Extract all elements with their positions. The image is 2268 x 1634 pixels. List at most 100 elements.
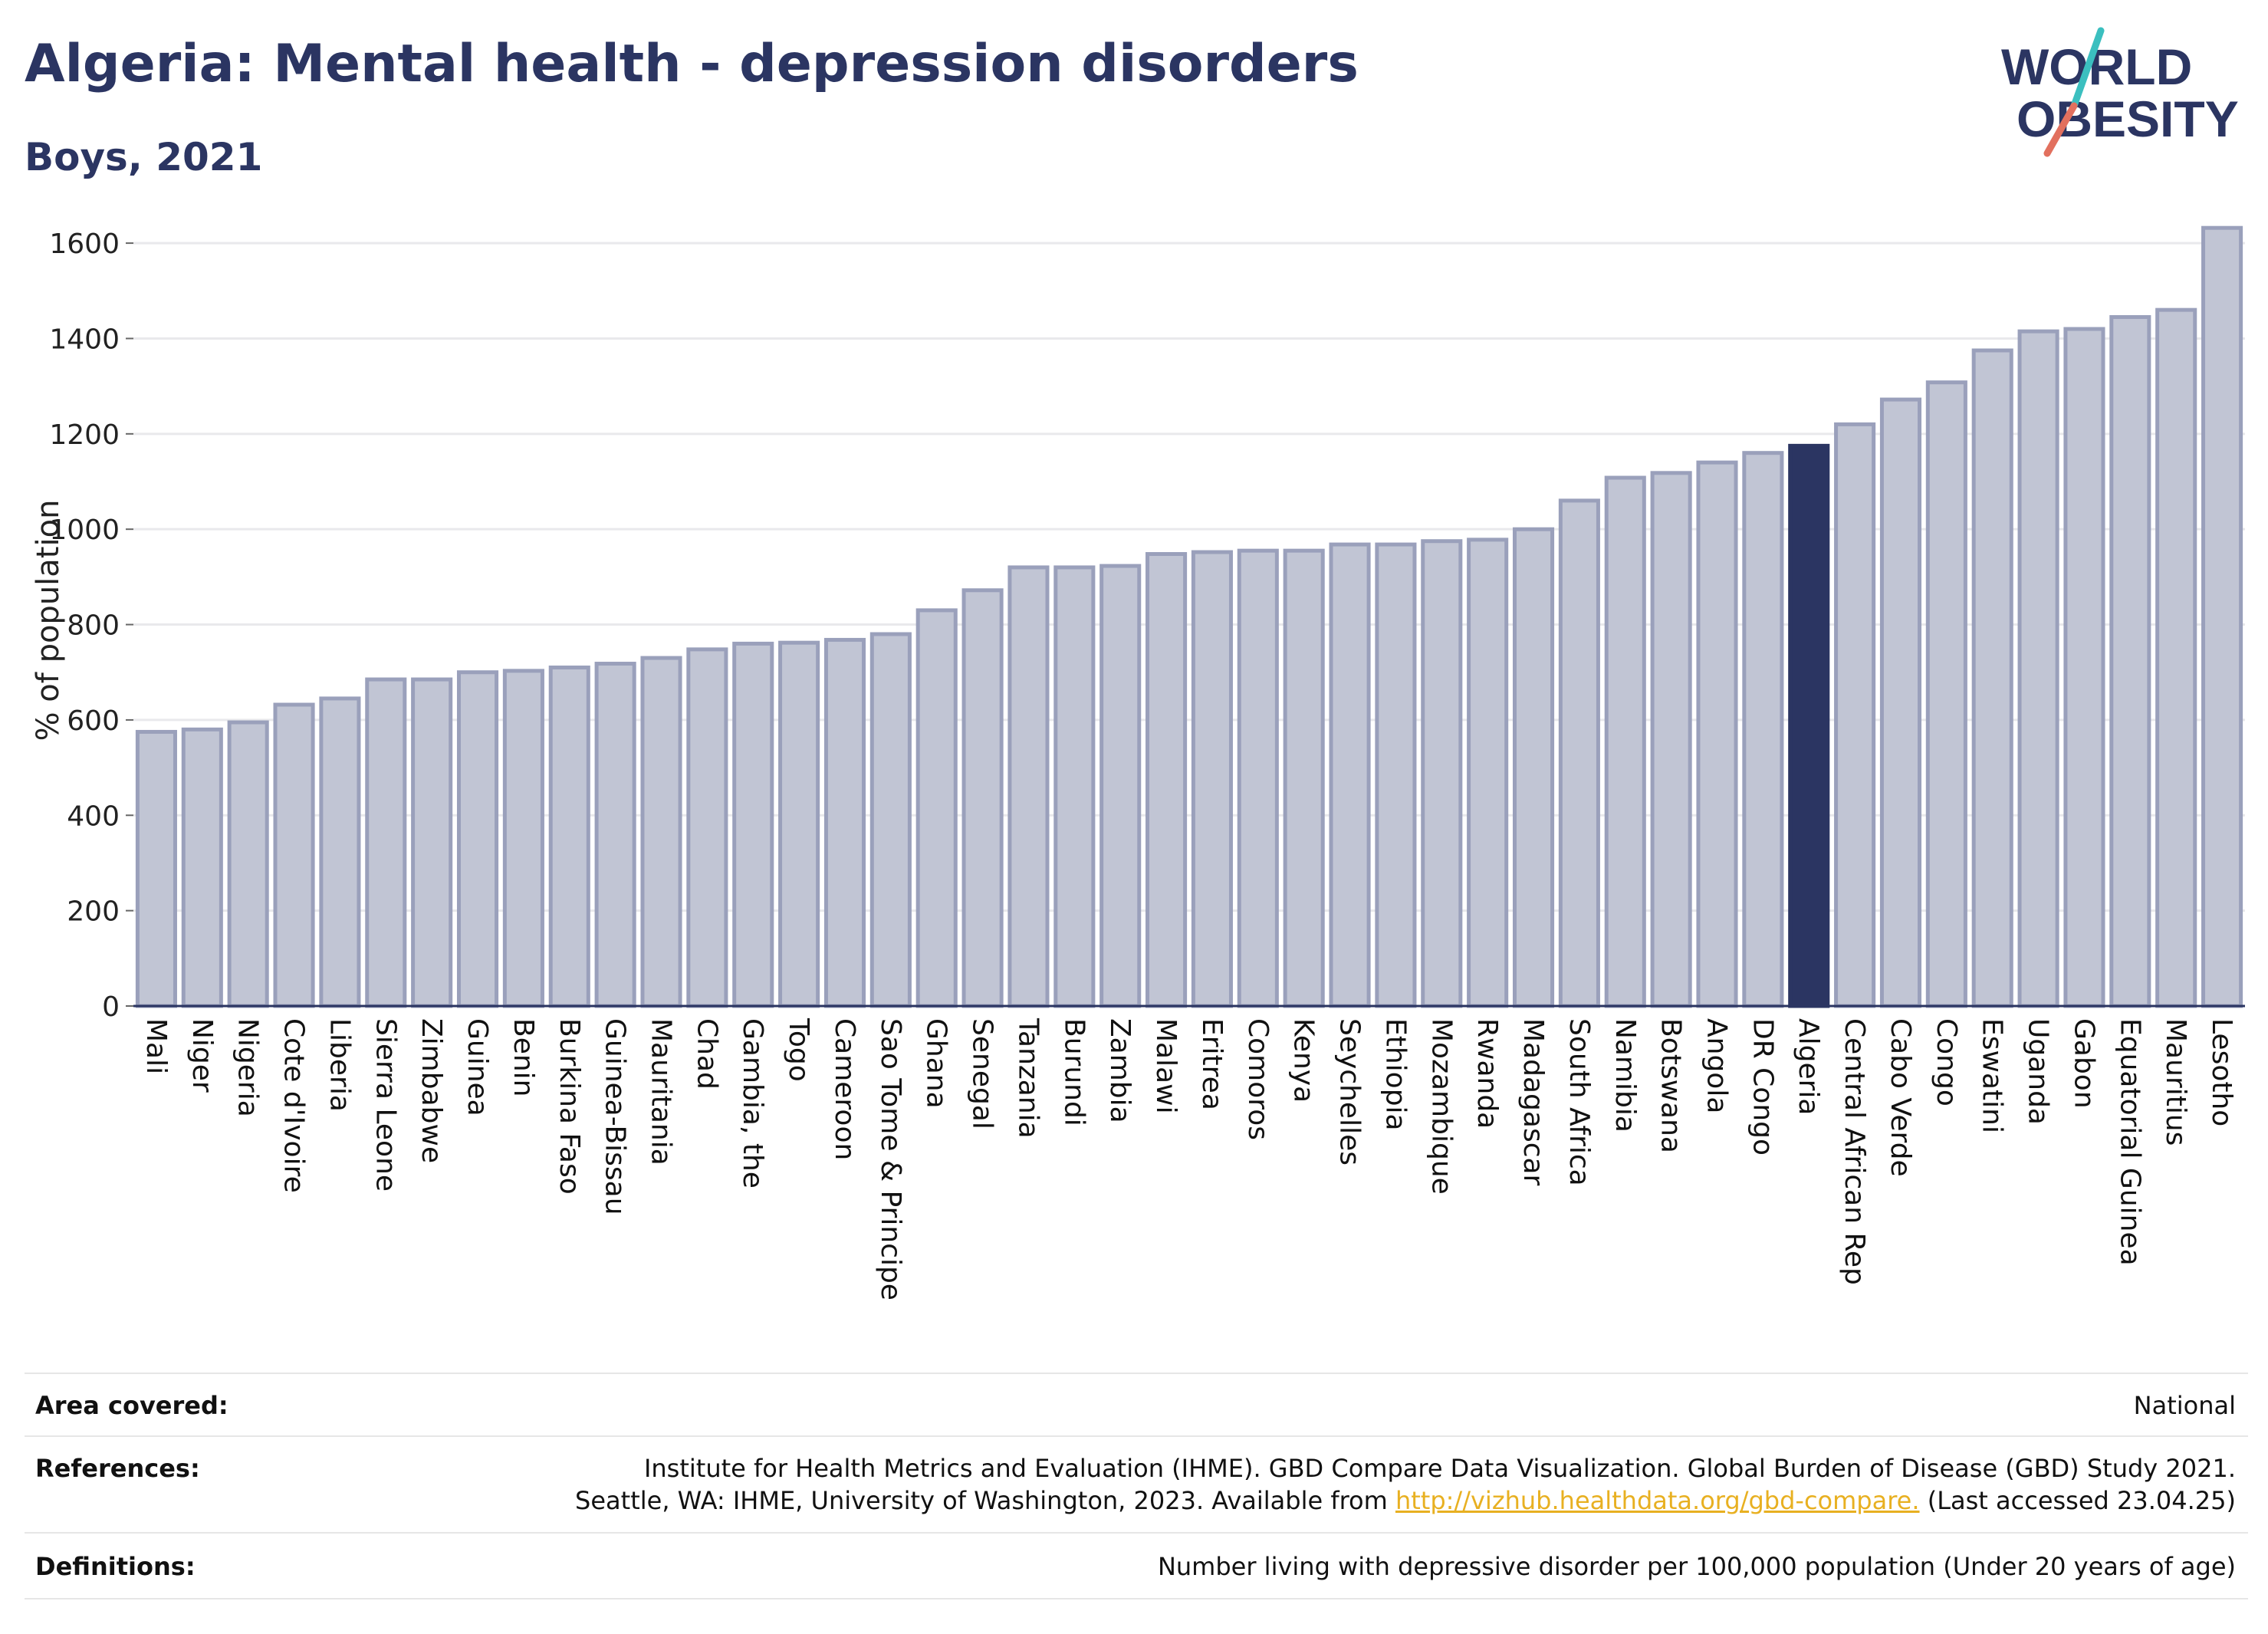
y-tick-label: 1200 <box>49 419 120 451</box>
bar-sierra-leone <box>365 677 407 1008</box>
x-tick-label: Ghana <box>921 1018 952 1109</box>
x-tick-label: Namibia <box>1609 1018 1641 1133</box>
x-tick-label: Central African Rep <box>1839 1018 1870 1285</box>
x-tick-label: Ethiopia <box>1379 1018 1411 1131</box>
bar-namibia <box>1604 475 1646 1008</box>
references-link[interactable]: http://vizhub.healthdata.org/gbd-compare… <box>1395 1486 1920 1515</box>
bar-malawi <box>1146 552 1188 1008</box>
world-obesity-logo: WORLD OBESITY <box>2001 27 2239 157</box>
bar-burkina-faso <box>548 666 590 1008</box>
bar-mauritius <box>2155 307 2197 1008</box>
bar-rwanda <box>1467 538 1509 1008</box>
bar-sao-tome-principe <box>869 632 912 1008</box>
bar-south-africa <box>1558 498 1600 1008</box>
area-value: National <box>2133 1391 2236 1420</box>
bar-chad <box>686 647 728 1008</box>
definitions-label: Definitions: <box>35 1552 196 1581</box>
meta-row-definitions: Definitions: Number living with depressi… <box>25 1532 2248 1599</box>
y-tick-label: 1600 <box>49 228 120 260</box>
x-tick-label: Gabon <box>2068 1018 2099 1109</box>
bar-gabon <box>2063 327 2105 1008</box>
x-tick-label: Guinea <box>462 1018 493 1116</box>
x-tick-label: Lesotho <box>2206 1018 2237 1126</box>
x-tick-label: Uganda <box>2023 1018 2054 1125</box>
x-tick-label: Burkina Faso <box>554 1018 585 1195</box>
x-tick-label: Togo <box>783 1018 814 1082</box>
x-tick-label: DR Congo <box>1747 1018 1778 1156</box>
bar-tanzania <box>1007 565 1050 1008</box>
x-tick-label: Sierra Leone <box>370 1018 401 1192</box>
bar-zimbabwe <box>411 677 453 1008</box>
x-tick-label: Cameroon <box>829 1018 860 1160</box>
bar-lesotho <box>2201 225 2243 1008</box>
references-line-2-post: (Last accessed 23.04.25) <box>1919 1486 2236 1515</box>
bar-burundi <box>1053 565 1096 1008</box>
bar-uganda <box>2017 329 2059 1008</box>
x-tick-label: Chad <box>691 1018 722 1090</box>
bar-comoros <box>1237 548 1279 1008</box>
y-tick-label: 200 <box>67 896 120 928</box>
x-tick-label: South Africa <box>1563 1018 1595 1186</box>
x-tick-label: Seychelles <box>1334 1018 1366 1165</box>
y-tick-label: 400 <box>67 801 120 832</box>
bar-guinea <box>456 670 499 1008</box>
bar-congo <box>1925 380 1967 1008</box>
references-line-2: Seattle, WA: IHME, University of Washing… <box>575 1486 2236 1515</box>
bar-eritrea <box>1191 550 1233 1008</box>
bar-central-african-rep <box>1834 422 1876 1008</box>
bar-zambia <box>1099 564 1142 1008</box>
bar-mauritania <box>640 656 682 1008</box>
x-tick-label: Mauritania <box>646 1018 677 1165</box>
definitions-value: Number living with depressive disorder p… <box>1157 1552 2236 1581</box>
area-label: Area covered: <box>35 1391 228 1420</box>
bar-togo <box>778 640 820 1008</box>
bar-equatorial-guinea <box>2109 314 2151 1008</box>
x-tick-label: Gambia, the <box>737 1018 768 1189</box>
bar-seychelles <box>1329 542 1371 1008</box>
references-line-2-pre: Seattle, WA: IHME, University of Washing… <box>575 1486 1395 1515</box>
logo-slash-top <box>2070 27 2105 110</box>
bar-ethiopia <box>1375 542 1417 1008</box>
bar-cote-d-ivoire <box>273 702 315 1008</box>
x-tick-label: Equatorial Guinea <box>2114 1018 2145 1266</box>
y-tick-label: 1400 <box>49 324 120 355</box>
x-tick-label: Nigeria <box>232 1018 264 1117</box>
bar-cameroon <box>823 637 866 1008</box>
meta-row-area: Area covered: National <box>25 1373 2248 1437</box>
y-tick-label: 600 <box>67 705 120 737</box>
x-tick-label: Guinea-Bissau <box>600 1018 631 1215</box>
x-tick-label: Senegal <box>967 1018 998 1129</box>
bar-chart: 0 200 400 600 800 1000 1200 1400 1600 % of popula… <box>31 225 2245 1300</box>
bar-dr-congo <box>1742 451 1784 1008</box>
y-axis-label: % of population <box>31 500 66 741</box>
y-tick-label: 0 <box>102 991 120 1023</box>
logo-slash-bottom <box>2043 102 2078 157</box>
y-tick-label: 800 <box>67 610 120 642</box>
x-tick-label: Zimbabwe <box>416 1018 447 1163</box>
bar-botswana <box>1650 471 1692 1008</box>
bar-ghana <box>915 608 958 1008</box>
bar-eswatini <box>1971 348 2013 1008</box>
bar-mali <box>135 729 177 1008</box>
x-tick-label: Zambia <box>1104 1018 1136 1123</box>
x-tick-label: Burundi <box>1058 1018 1090 1126</box>
x-tick-label: Algeria <box>1793 1018 1824 1116</box>
x-tick-label: Rwanda <box>1471 1018 1503 1129</box>
bar-liberia <box>319 696 361 1008</box>
references-line-1: Institute for Health Metrics and Evaluat… <box>643 1454 2236 1483</box>
chart-title: Algeria: Mental health - depression diso… <box>25 34 1359 94</box>
x-tick-label: Cabo Verde <box>1885 1018 1916 1177</box>
bar-gambia-the <box>732 641 774 1008</box>
x-tick-label: Angola <box>1701 1018 1733 1113</box>
meta-row-references: References: Institute for Health Metrics… <box>25 1435 2248 1534</box>
bar-angola <box>1696 460 1738 1008</box>
bar-kenya <box>1283 548 1325 1008</box>
x-tick-label: Niger <box>186 1018 218 1093</box>
bar-niger <box>181 727 223 1008</box>
x-tick-label: Cote d'Ivoire <box>278 1018 310 1193</box>
x-tick-label: Eritrea <box>1196 1018 1228 1110</box>
x-tick-label: Eswatini <box>1977 1018 2008 1133</box>
x-tick-label: Comoros <box>1242 1018 1274 1140</box>
x-tick-label: Mali <box>140 1018 172 1074</box>
bar-algeria <box>1788 443 1830 1008</box>
